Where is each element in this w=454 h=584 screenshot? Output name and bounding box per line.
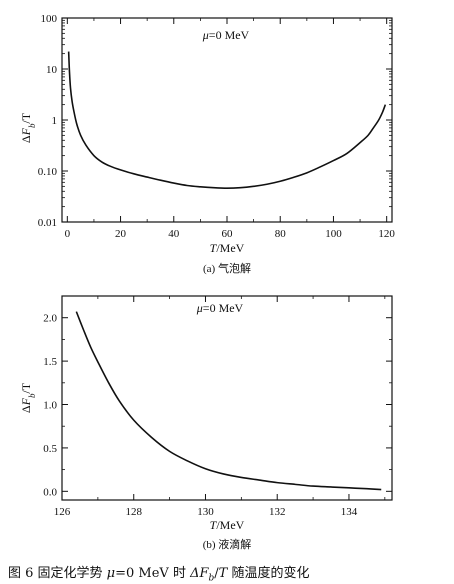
x-axis-ticks: 126 128 130 132 134 bbox=[54, 296, 386, 518]
x-tick-label: 60 bbox=[222, 228, 234, 240]
y-axis-label-text: ΔFb/T bbox=[19, 382, 37, 413]
x-tick-label: 20 bbox=[115, 228, 127, 240]
panel-b-droplet-solution: 0.00.51.01.52.0 126 128 130 132 134 μ=0 MeV … bbox=[19, 295, 393, 551]
plot-frame bbox=[61, 295, 393, 501]
x-tick-label: 132 bbox=[269, 506, 286, 518]
x-tick-label: 100 bbox=[325, 228, 342, 240]
y-axis-label: ΔFb/T bbox=[19, 382, 37, 413]
x-tick-label: 126 bbox=[54, 506, 71, 518]
y-axis-label-text: ΔFb/T bbox=[19, 112, 37, 143]
plot-frame bbox=[61, 17, 393, 223]
chart-annotation: μ=0 MeV bbox=[202, 28, 250, 42]
y-axis-label: ΔFb/T bbox=[19, 112, 37, 143]
caption-mu: μ bbox=[106, 566, 116, 581]
panel-label: (b) 液滴解 bbox=[203, 537, 252, 551]
y-axis-ticks: 0.0 0.5 1.0 1.5 2.0 bbox=[43, 313, 392, 498]
y-tick-label: 10 bbox=[46, 64, 58, 76]
series-line bbox=[75, 311, 382, 491]
x-tick-label: 134 bbox=[341, 506, 358, 518]
x-axis-ticks: 0 20 40 60 80 100 120 bbox=[65, 18, 395, 240]
x-tick-label: 80 bbox=[275, 228, 287, 240]
x-axis-label: T/MeV bbox=[210, 518, 245, 532]
y-tick-label: 0.5 bbox=[43, 443, 57, 455]
caption-suffix: 随温度的变化 bbox=[227, 566, 310, 581]
y-tick-label: 1.5 bbox=[43, 356, 57, 368]
caption-T: T bbox=[218, 566, 228, 581]
panel-a-bubble-solution: 0.01 0.10 1 10 100 0 20 40 60 80 100 120 μ=0 MeV Δ… bbox=[19, 13, 395, 275]
y-tick-label: 1 bbox=[52, 115, 58, 127]
x-tick-label: 130 bbox=[197, 506, 214, 518]
x-tick-label: 0 bbox=[65, 228, 71, 240]
x-tick-label: 120 bbox=[378, 228, 395, 240]
caption-quantity: ΔF bbox=[190, 566, 209, 581]
chart-annotation: μ=0 MeV bbox=[196, 301, 244, 315]
y-axis-ticks: 0.01 0.10 1 10 100 bbox=[38, 13, 392, 229]
y-tick-label: 100 bbox=[41, 13, 58, 25]
series-group bbox=[75, 311, 382, 491]
figure-caption: 图 6 固定化学势 μ=0 MeV 时 ΔFb/T 随温度的变化 bbox=[8, 562, 454, 584]
panel-label: (a) 气泡解 bbox=[203, 261, 251, 275]
y-tick-label: 0.01 bbox=[38, 217, 57, 229]
caption-quantity-sub: b bbox=[208, 573, 215, 584]
y-tick-label: 0.10 bbox=[38, 166, 58, 178]
y-tick-label: 1.0 bbox=[43, 400, 57, 412]
series-group bbox=[67, 51, 387, 190]
x-tick-label: 128 bbox=[125, 506, 142, 518]
caption-prefix: 图 6 固定化学势 bbox=[8, 566, 107, 581]
caption-mid: =0 MeV 时 bbox=[115, 566, 191, 581]
x-tick-label: 40 bbox=[168, 228, 180, 240]
y-tick-label: 0.0 bbox=[43, 486, 57, 498]
caption-slash: / bbox=[214, 566, 219, 581]
series-line bbox=[67, 51, 387, 190]
x-axis-label: T/MeV bbox=[210, 241, 245, 255]
y-tick-label: 2.0 bbox=[43, 313, 57, 325]
